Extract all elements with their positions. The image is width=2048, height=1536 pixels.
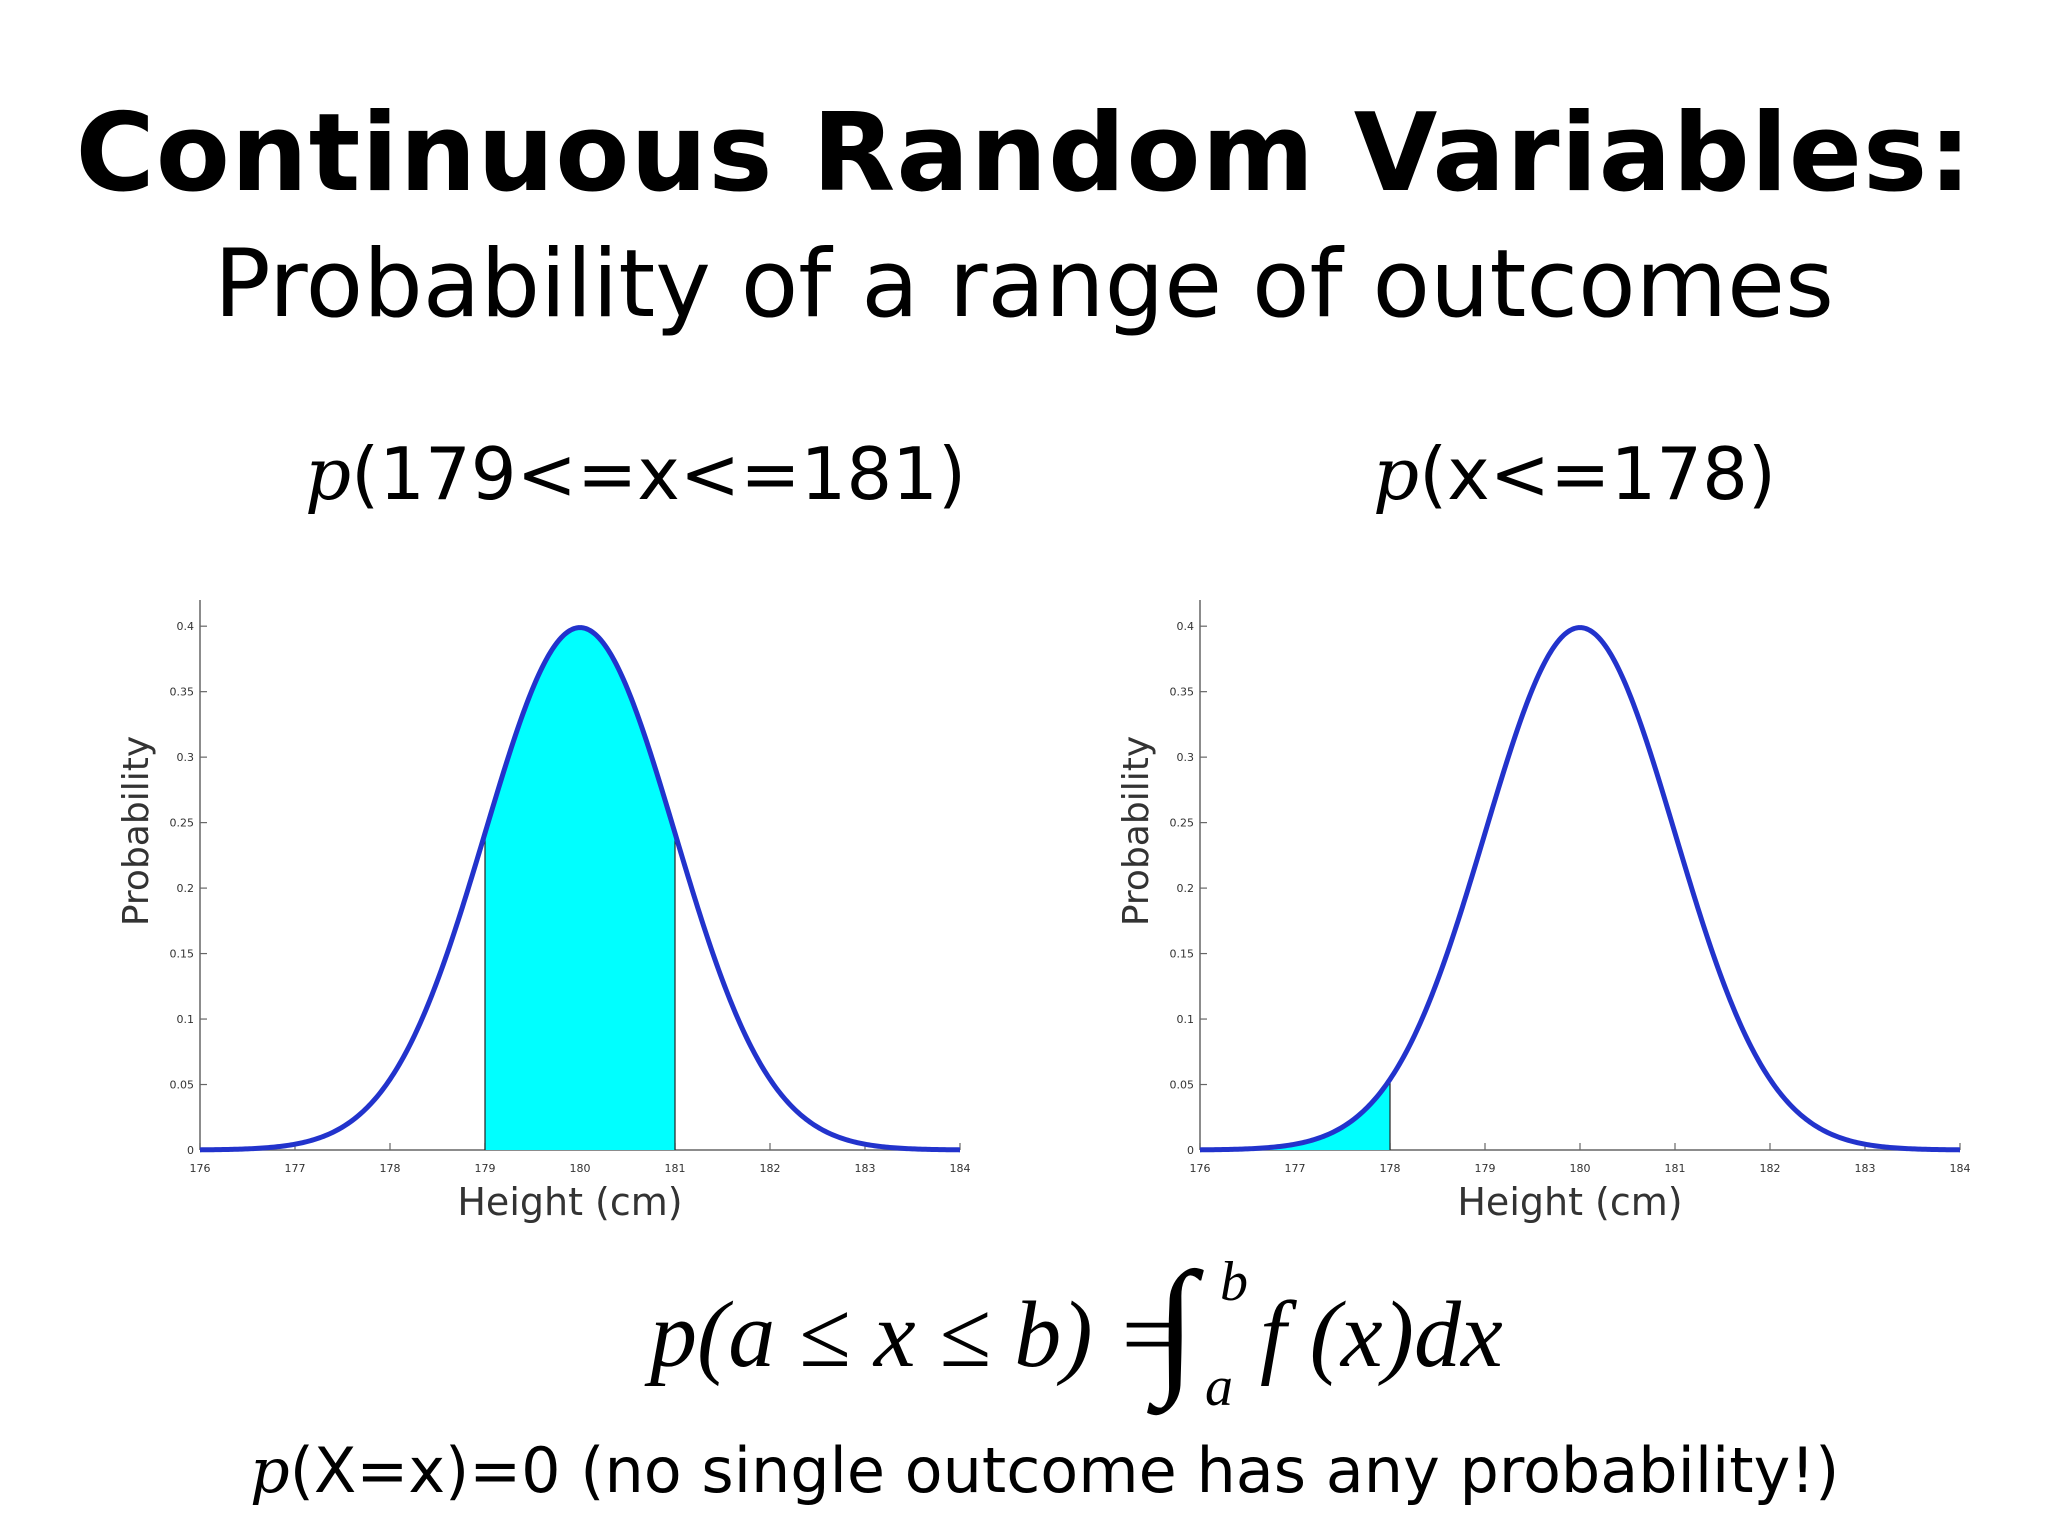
y-tick-label: 0.2 bbox=[177, 882, 195, 895]
x-tick-label: 179 bbox=[1475, 1162, 1496, 1175]
formula-rhs: f (x)dx bbox=[1260, 1283, 1503, 1387]
integral-sign: ∫ bbox=[1155, 1242, 1197, 1408]
y-tick-label: 0.4 bbox=[1177, 620, 1195, 633]
y-tick-label: 0.3 bbox=[1177, 751, 1195, 764]
y-tick-label: 0.05 bbox=[1170, 1079, 1195, 1092]
integral-upper-bound: b bbox=[1220, 1251, 1248, 1313]
y-tick-label: 0.05 bbox=[170, 1079, 195, 1092]
normal-curve bbox=[199, 625, 961, 1153]
x-tick-label: 176 bbox=[190, 1162, 211, 1175]
x-tick-label: 178 bbox=[1380, 1162, 1401, 1175]
y-tick-label: 0.25 bbox=[170, 817, 195, 830]
y-tick-label: 0.35 bbox=[1170, 686, 1195, 699]
x-tick-label: 182 bbox=[1760, 1162, 1781, 1175]
y-axis-label: Probability bbox=[1116, 736, 1157, 926]
x-tick-label: 179 bbox=[475, 1162, 496, 1175]
left-chart-caption: p(179<=x<=181) bbox=[305, 438, 966, 510]
slide-title: Continuous Random Variables: bbox=[75, 91, 1973, 216]
y-tick-label: 0 bbox=[187, 1144, 194, 1157]
y-tick-label: 0.25 bbox=[1170, 817, 1195, 830]
y-tick-label: 0.1 bbox=[1177, 1013, 1195, 1026]
x-tick-label: 180 bbox=[1570, 1162, 1591, 1175]
x-tick-label: 178 bbox=[380, 1162, 401, 1175]
shaded-probability-area bbox=[1200, 1079, 1390, 1150]
x-tick-label: 181 bbox=[1665, 1162, 1686, 1175]
normal-curve bbox=[1199, 625, 1961, 1153]
footnote-p: p bbox=[250, 1434, 290, 1507]
y-tick-label: 0.35 bbox=[170, 686, 195, 699]
x-axis-label: Height (cm) bbox=[457, 1180, 682, 1224]
right-normal-chart: 0 0.05 0.1 0.15 0.2 0.25 0.3 0.35 0.4 176 177 178 17… bbox=[1116, 600, 1971, 1224]
y-tick-label: 0.2 bbox=[1177, 882, 1195, 895]
left-caption-range: (179<=x<=181) bbox=[351, 432, 967, 516]
footnote-text: (X=x)=0 (no single outcome has any proba… bbox=[289, 1434, 1840, 1507]
left-caption-p: p bbox=[305, 432, 352, 516]
integral-lower-bound: a bbox=[1205, 1356, 1233, 1418]
y-tick-label: 0.4 bbox=[177, 620, 195, 633]
x-tick-label: 184 bbox=[1950, 1162, 1971, 1175]
x-tick-label: 177 bbox=[285, 1162, 306, 1175]
y-tick-label: 0.1 bbox=[177, 1013, 195, 1026]
x-axis-label: Height (cm) bbox=[1457, 1180, 1682, 1224]
formula-lhs: p(a ≤ x ≤ b) = bbox=[650, 1283, 1180, 1387]
x-tick-label: 181 bbox=[665, 1162, 686, 1175]
footnote: p(X=x)=0 (no single outcome has any prob… bbox=[250, 1440, 1839, 1502]
x-tick-label: 183 bbox=[1855, 1162, 1876, 1175]
x-tick-label: 180 bbox=[570, 1162, 591, 1175]
y-tick-label: 0.3 bbox=[177, 751, 195, 764]
y-tick-label: 0.15 bbox=[1170, 948, 1195, 961]
shaded-probability-area bbox=[485, 627, 675, 1150]
x-tick-label: 182 bbox=[760, 1162, 781, 1175]
left-normal-chart: 0 0.05 0.1 0.15 0.2 0.25 0.3 0.35 0.4 176 177 178 17… bbox=[116, 600, 971, 1224]
y-tick-label: 0 bbox=[1187, 1144, 1194, 1157]
integral-formula: p(a ≤ x ≤ b) = ∫ b a f (x)dx bbox=[650, 1242, 1550, 1418]
right-caption-p: p bbox=[1373, 432, 1420, 516]
right-chart-caption: p(x<=178) bbox=[1373, 438, 1776, 510]
y-axis-label: Probability bbox=[116, 736, 157, 926]
x-tick-label: 184 bbox=[950, 1162, 971, 1175]
right-caption-range: (x<=178) bbox=[1419, 432, 1776, 516]
y-tick-label: 0.15 bbox=[170, 948, 195, 961]
x-tick-label: 176 bbox=[1190, 1162, 1211, 1175]
x-tick-label: 183 bbox=[855, 1162, 876, 1175]
x-tick-label: 177 bbox=[1285, 1162, 1306, 1175]
slide-subtitle: Probability of a range of outcomes bbox=[214, 230, 1834, 339]
